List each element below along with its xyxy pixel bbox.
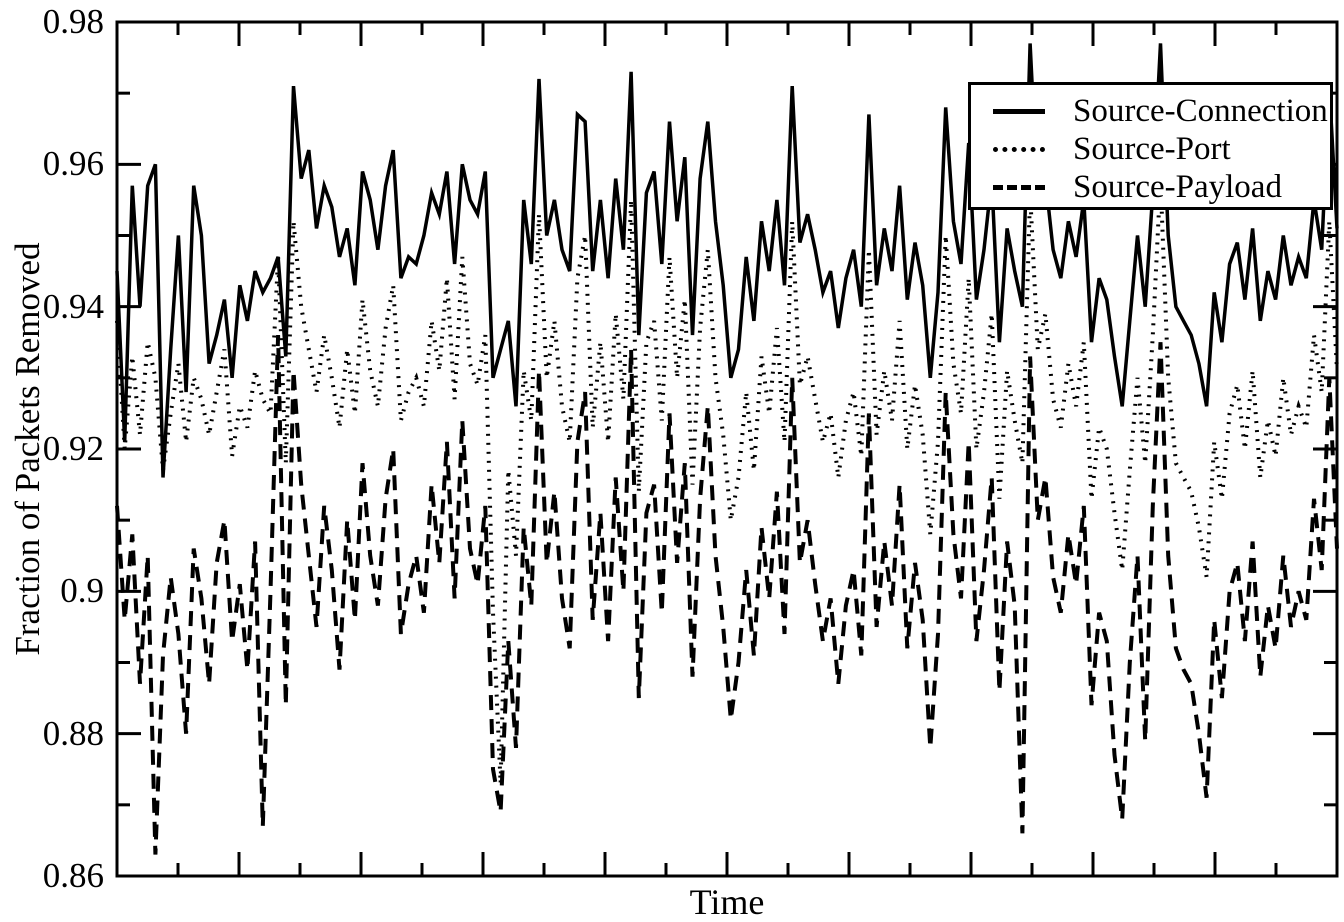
- dashed-line-sample-icon: [993, 184, 1045, 190]
- y-tick-label-0.94: 0.94: [42, 286, 104, 326]
- legend-entry-source-payload: Source-Payload: [971, 168, 1330, 206]
- legend-entry-source-port: Source-Port: [971, 130, 1330, 168]
- y-tick-label-0.92: 0.92: [42, 429, 104, 468]
- legend-label-source-connection: Source-Connection: [1073, 93, 1328, 129]
- series-line-source-payload: [115, 335, 1339, 855]
- y-tick-label-0.88: 0.88: [42, 713, 104, 753]
- legend-entry-source-connection: Source-Connection: [971, 92, 1330, 130]
- legend: Source-Connection Source-Port Source-Pay…: [968, 82, 1333, 210]
- legend-label-source-port: Source-Port: [1073, 131, 1231, 167]
- dotted-line-sample-icon: [993, 146, 1045, 152]
- y-tick-label-0.96: 0.96: [42, 144, 104, 184]
- legend-label-source-payload: Source-Payload: [1073, 169, 1282, 205]
- y-tick-label-0.9: 0.9: [60, 571, 104, 611]
- series-line-source-connection: [115, 43, 1339, 478]
- y-tick-label-0.98: 0.98: [42, 2, 104, 41]
- series-line-source-port: [115, 178, 1339, 784]
- solid-line-sample-icon: [993, 108, 1045, 114]
- x-axis-title: Time: [689, 882, 765, 922]
- y-tick-label-0.86: 0.86: [42, 856, 104, 895]
